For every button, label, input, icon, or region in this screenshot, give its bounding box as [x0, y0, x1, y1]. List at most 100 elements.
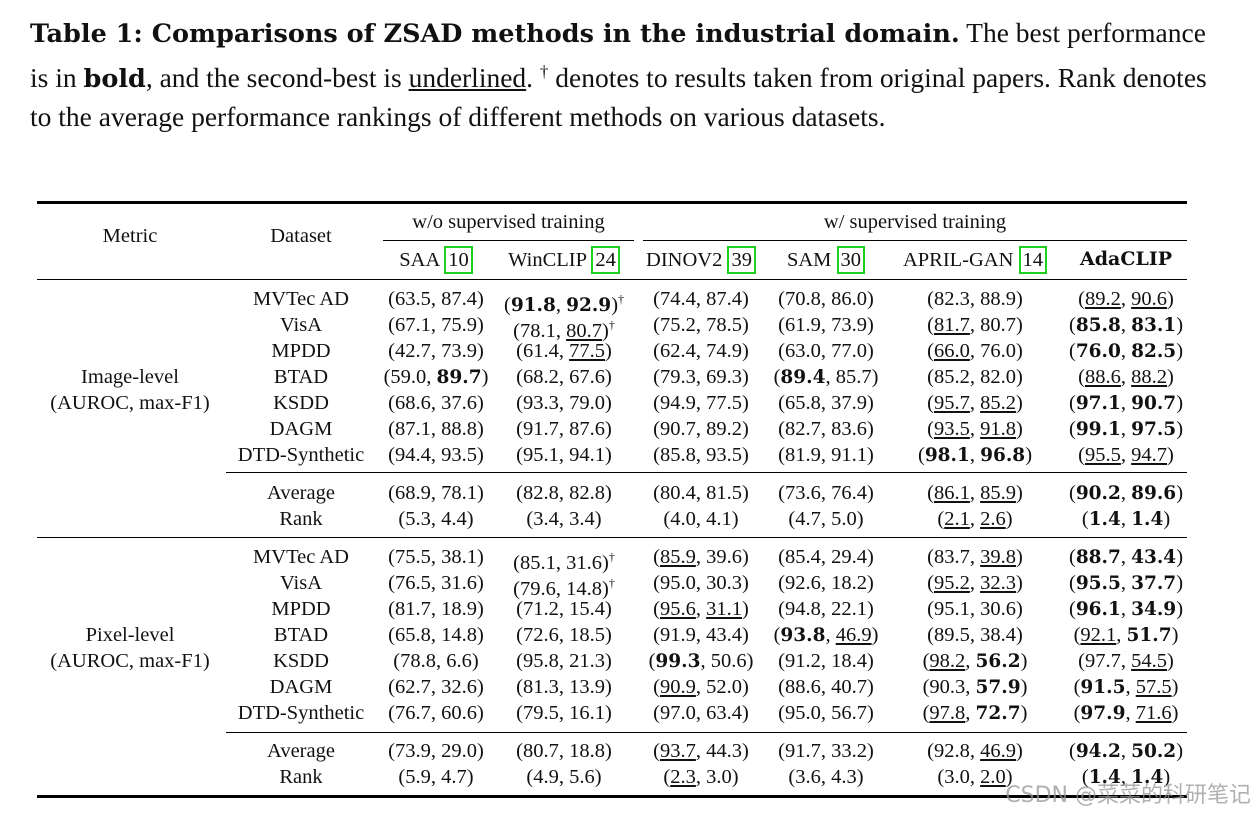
- table-cell: (79.3, 69.3): [653, 366, 749, 388]
- header-method-adaclip: AdaCLIP: [1049, 246, 1203, 272]
- table-cell: (89.5, 38.4): [927, 624, 1023, 646]
- caption-bold-word: bold: [83, 64, 146, 95]
- header-group-unsup: w/o supervised training: [412, 211, 605, 233]
- citation-link[interactable]: 30: [836, 246, 866, 274]
- metric-label: Pixel-level: [85, 624, 175, 646]
- table-cell: (89.4, 85.7): [773, 366, 879, 388]
- header-method-sam: SAM 30: [754, 246, 898, 274]
- table-cell: (75.2, 78.5): [653, 314, 749, 336]
- table-cell: (81.7, 18.9): [388, 598, 484, 620]
- header-method-winclip: WinCLIP 24: [482, 246, 646, 274]
- table-cell: (97.9, 71.6): [1073, 702, 1179, 724]
- table-cell: (85.8, 93.5): [653, 444, 749, 466]
- table-cell: (42.7, 73.9): [388, 340, 484, 362]
- table-cell: (78.1, 80.7)†: [513, 318, 615, 342]
- table-cell: (61.9, 73.9): [778, 314, 874, 336]
- table-cell: (95.8, 21.3): [516, 650, 612, 672]
- table-cell: (75.5, 38.1): [388, 546, 484, 568]
- method-name: APRIL-GAN: [902, 249, 1014, 271]
- table-cell: (82.3, 88.9): [927, 288, 1023, 310]
- caption-label: Table 1: Comparisons of ZSAD methods in …: [30, 19, 960, 49]
- caption-text: denotes to results taken from original p…: [30, 62, 1207, 133]
- header-method-saa: SAA 10: [359, 246, 513, 274]
- table-cell: (97.1, 90.7): [1068, 392, 1184, 414]
- table-cell: (4.0, 4.1): [663, 508, 739, 530]
- method-name: SAA: [399, 249, 440, 271]
- citation-link[interactable]: 39: [727, 246, 756, 274]
- table-cell: (63.0, 77.0): [778, 340, 874, 362]
- table-cell: (91.8, 92.9)†: [503, 292, 625, 316]
- table-cell: (85.8, 83.1): [1068, 314, 1184, 336]
- table-cell: (90.9, 52.0): [653, 676, 749, 698]
- caption-text: .: [526, 62, 540, 94]
- metric-label: (AUROC, max-F1): [50, 650, 210, 672]
- table-cell: (91.7, 33.2): [778, 740, 874, 762]
- table-cell: (65.8, 37.9): [778, 392, 874, 414]
- table-cell: (85.1, 31.6)†: [513, 550, 615, 574]
- dataset-label: DTD-Synthetic: [237, 444, 365, 466]
- table-cell: (95.0, 30.3): [653, 572, 749, 594]
- table-cell: (73.9, 29.0): [388, 740, 484, 762]
- header-rule: [37, 279, 1187, 280]
- table-cell: (73.6, 76.4): [778, 482, 874, 504]
- header-method-dinov2: DINOV2 39: [624, 246, 778, 274]
- table-cell: (92.8, 46.9): [927, 740, 1023, 762]
- table-cell: (2.3, 3.0): [663, 766, 739, 788]
- table-cell: (88.7, 43.4): [1068, 546, 1184, 568]
- table-cell: (95.7, 85.2): [927, 392, 1023, 414]
- table-cell: (89.2, 90.6): [1078, 288, 1174, 310]
- table-cell: (93.7, 44.3): [653, 740, 749, 762]
- table-cell: (98.2, 56.2): [922, 650, 1028, 672]
- top-rule: [37, 201, 1187, 204]
- watermark: CSDN @菜菜的科研笔记: [1005, 783, 1251, 808]
- section-rule: [37, 537, 1187, 538]
- group-rule-unsup: [383, 240, 634, 241]
- citation-link[interactable]: 10: [444, 246, 473, 274]
- dataset-label: KSDD: [273, 650, 329, 672]
- table-cell: (71.2, 15.4): [516, 598, 612, 620]
- table-cell: (85.2, 82.0): [927, 366, 1023, 388]
- table-cell: (61.4, 77.5): [516, 340, 612, 362]
- table-cell: (90.3, 57.9): [922, 676, 1028, 698]
- table-cell: (66.0, 76.0): [927, 340, 1023, 362]
- table-cell: (94.2, 50.2): [1068, 740, 1184, 762]
- table-cell: (80.7, 18.8): [516, 740, 612, 762]
- table-cell: (90.2, 89.6): [1068, 482, 1184, 504]
- method-name: DINOV2: [646, 249, 723, 271]
- table-cell: (93.5, 91.8): [927, 418, 1023, 440]
- dataset-label: VisA: [279, 314, 323, 336]
- table-cell: (91.2, 18.4): [778, 650, 874, 672]
- table-cell: (72.6, 18.5): [516, 624, 612, 646]
- citation-link[interactable]: 14: [1018, 246, 1048, 274]
- table-cell: (5.9, 4.7): [398, 766, 474, 788]
- table-cell: (1.4, 1.4): [1081, 508, 1171, 530]
- table-cell: (82.8, 82.8): [516, 482, 612, 504]
- citation-link[interactable]: 24: [591, 246, 620, 274]
- dataset-label: MVTec AD: [253, 546, 349, 568]
- dataset-label: KSDD: [273, 392, 329, 414]
- metric-label: Image-level: [81, 366, 179, 388]
- dataset-label: DTD-Synthetic: [237, 702, 365, 724]
- table-cell: (85.9, 39.6): [653, 546, 749, 568]
- table-cell: (95.6, 31.1): [653, 598, 749, 620]
- table-cell: (59.0, 89.7): [383, 366, 489, 388]
- table-cell: (82.7, 83.6): [778, 418, 874, 440]
- table-cell: (63.5, 87.4): [388, 288, 484, 310]
- table-cell: (98.1, 96.8): [917, 444, 1033, 466]
- header-group-sup: w/ supervised training: [823, 211, 1007, 233]
- table-cell: (2.1, 2.6): [937, 508, 1013, 530]
- table-cell: (91.7, 87.6): [516, 418, 612, 440]
- table-cell: (76.0, 82.5): [1068, 340, 1184, 362]
- caption-text: The best performance is in: [30, 17, 1206, 94]
- dataset-label: BTAD: [273, 624, 329, 646]
- table-cell: (97.0, 63.4): [653, 702, 749, 724]
- table-cell: (68.2, 67.6): [516, 366, 612, 388]
- table-cell: (62.4, 74.9): [653, 340, 749, 362]
- table-cell: (93.8, 46.9): [773, 624, 879, 646]
- table-cell: (88.6, 40.7): [778, 676, 874, 698]
- table-cell: (86.1, 85.9): [927, 482, 1023, 504]
- table-cell: (76.5, 31.6): [388, 572, 484, 594]
- table-cell: (99.1, 97.5): [1068, 418, 1184, 440]
- table-cell: (3.6, 4.3): [788, 766, 864, 788]
- table-cell: (4.7, 5.0): [788, 508, 864, 530]
